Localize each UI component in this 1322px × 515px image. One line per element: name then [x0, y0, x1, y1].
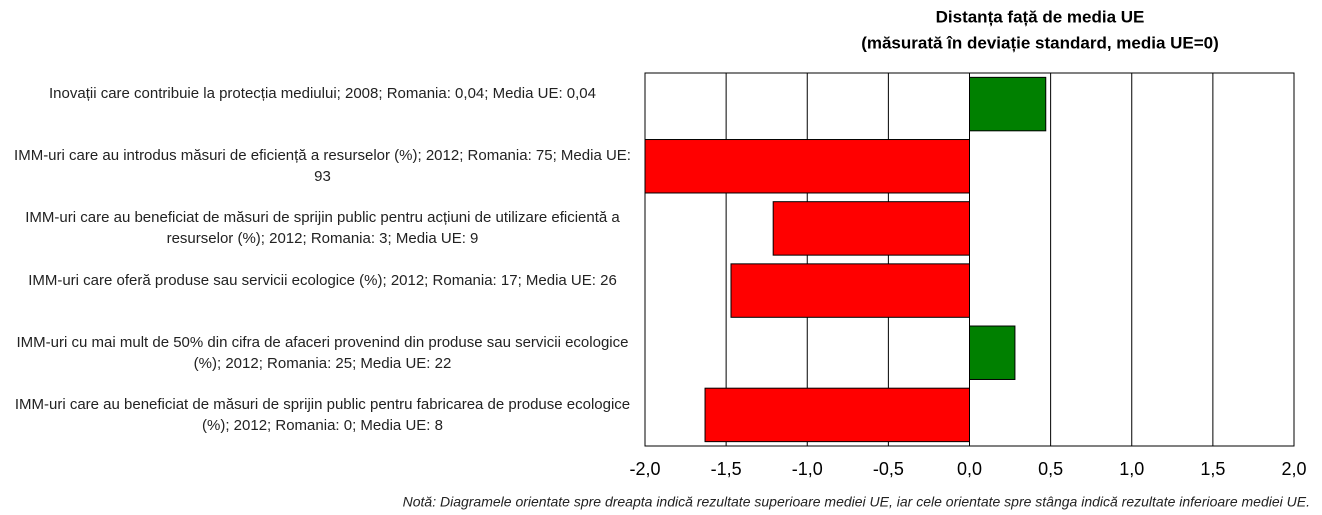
x-tick-label: 0,0 [957, 459, 982, 479]
bar [704, 387, 970, 443]
bar [730, 263, 970, 318]
x-tick-label: -2,0 [629, 459, 660, 479]
category-label: IMM-uri care au beneficiat de măsuri de … [25, 209, 620, 248]
bar [969, 325, 1016, 380]
note: Notă: Diagramele orientate spre dreapta … [403, 494, 1310, 510]
category-label: IMM-uri cu mai mult de 50% din cifra de … [16, 333, 629, 372]
category-label: Inovații care contribuie la protecția me… [49, 85, 596, 103]
x-tick-label: 1,5 [1200, 459, 1225, 479]
bar [772, 201, 970, 256]
x-tick-label: 2,0 [1281, 459, 1306, 479]
category-label: IMM-uri care au beneficiat de măsuri de … [14, 395, 631, 434]
bar [969, 76, 1047, 132]
x-tick-label: -1,0 [792, 459, 823, 479]
bar [644, 139, 970, 194]
plot-frame [644, 72, 1295, 447]
x-tick-label: -1,5 [711, 459, 742, 479]
chart-subtitle: (măsurată în deviație standard, media UE… [861, 33, 1219, 52]
category-label: IMM-uri care au introdus măsuri de efici… [14, 147, 631, 186]
x-tick-label: -0,5 [873, 459, 904, 479]
chart-title: Distanța față de media UE [936, 7, 1145, 26]
category-label: IMM-uri care oferă produse sau servicii … [28, 271, 617, 289]
x-tick-label: 1,0 [1119, 459, 1144, 479]
x-tick-label: 0,5 [1038, 459, 1063, 479]
